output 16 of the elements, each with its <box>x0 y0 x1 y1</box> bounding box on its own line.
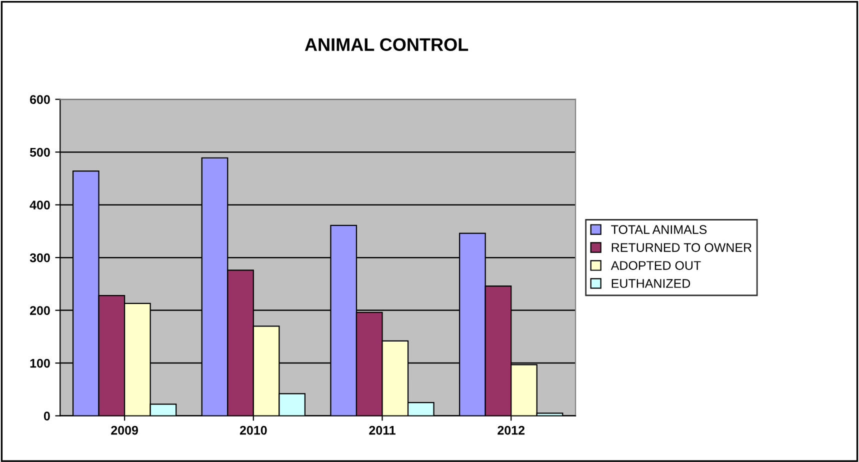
y-tick-label: 600 <box>30 95 50 104</box>
legend-label: ADOPTED OUT <box>610 261 701 270</box>
x-tick-label: 2009 <box>111 426 138 435</box>
y-tick-label: 500 <box>30 148 50 157</box>
y-tick-label: 0 <box>44 412 50 420</box>
y-tick-label: 300 <box>30 253 50 262</box>
legend-label: EUTHANIZED <box>612 279 690 288</box>
legend-label: RETURNED TO OWNER <box>612 243 752 252</box>
y-tick-label: 200 <box>30 306 50 315</box>
legend-label: TOTAL ANIMALS <box>611 225 707 234</box>
x-tick-label: 2010 <box>240 426 267 435</box>
chart-title: ANIMAL CONTROL <box>304 38 468 51</box>
x-tick-label: 2012 <box>498 426 525 435</box>
y-tick-label: 100 <box>30 358 50 368</box>
x-tick-label: 2011 <box>369 426 396 435</box>
y-tick-label: 400 <box>30 200 50 210</box>
